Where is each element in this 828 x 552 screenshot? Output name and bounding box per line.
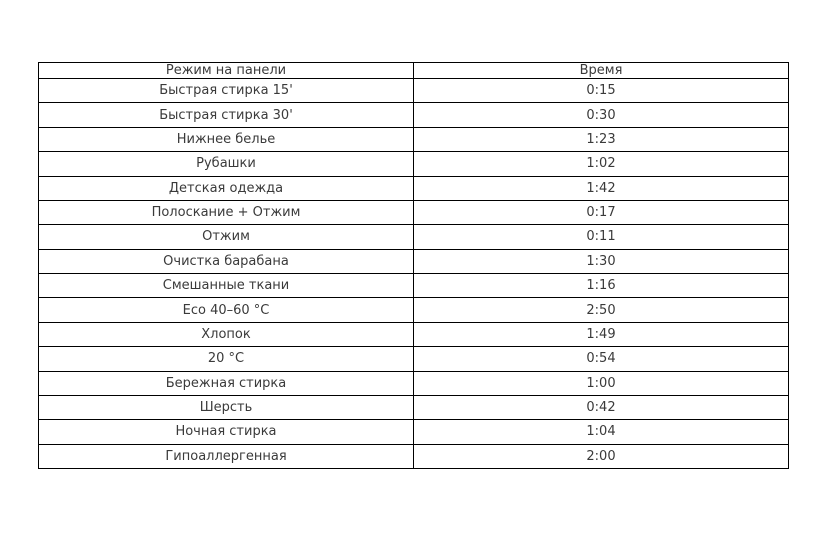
mode-cell: Быстрая стирка 30' xyxy=(38,102,414,128)
mode-cell: Полоскание + Отжим xyxy=(38,199,414,226)
table-row: Быстрая стирка 30' 0:30 xyxy=(38,102,789,128)
table-row: Ночная стирка 1:04 xyxy=(38,419,789,445)
time-cell: 2:50 xyxy=(413,297,789,323)
time-cell: 0:17 xyxy=(413,199,789,226)
table-row: Полоскание + Отжим 0:17 xyxy=(38,199,789,226)
header-row: Режим на панели Время xyxy=(38,62,789,79)
table-row: Отжим 0:11 xyxy=(38,224,789,250)
mode-cell: Бережная стирка xyxy=(38,370,414,396)
time-cell: 1:02 xyxy=(413,151,789,177)
time-cell: 1:42 xyxy=(413,175,789,201)
time-cell: 1:23 xyxy=(413,126,789,153)
time-cell: 2:00 xyxy=(413,443,789,470)
time-cell: 0:54 xyxy=(413,346,789,372)
mode-cell: Нижнее белье xyxy=(38,126,414,153)
table-row: Хлопок 1:49 xyxy=(38,321,789,348)
table-row: Бережная стирка 1:00 xyxy=(38,370,789,396)
table-row: Рубашки 1:02 xyxy=(38,151,789,177)
mode-cell: Гипоаллергенная xyxy=(38,443,414,470)
table-row: Eco 40–60 °C 2:50 xyxy=(38,297,789,323)
table-row: Детская одежда 1:42 xyxy=(38,175,789,201)
table-header: Режим на панели Время xyxy=(38,62,789,79)
mode-cell: Ночная стирка xyxy=(38,419,414,445)
column-header-time: Время xyxy=(413,62,789,79)
column-header-mode: Режим на панели xyxy=(38,62,414,79)
time-cell: 1:04 xyxy=(413,419,789,445)
mode-cell: Хлопок xyxy=(38,321,414,348)
table-row: Очистка барабана 1:30 xyxy=(38,248,789,275)
time-cell: 1:16 xyxy=(413,272,789,299)
table-row: Быстрая стирка 15' 0:15 xyxy=(38,77,789,104)
time-cell: 0:42 xyxy=(413,394,789,421)
mode-cell: Детская одежда xyxy=(38,175,414,201)
mode-cell: Очистка барабана xyxy=(38,248,414,275)
mode-cell: Eco 40–60 °C xyxy=(38,297,414,323)
time-cell: 0:11 xyxy=(413,224,789,250)
mode-cell: Смешанные ткани xyxy=(38,272,414,299)
mode-cell: Рубашки xyxy=(38,151,414,177)
mode-cell: 20 °C xyxy=(38,346,414,372)
table-row: 20 °C 0:54 xyxy=(38,346,789,372)
time-cell: 1:49 xyxy=(413,321,789,348)
time-cell: 1:30 xyxy=(413,248,789,275)
table-row: Шерсть 0:42 xyxy=(38,394,789,421)
table-body: Быстрая стирка 15' 0:15 Быстрая стирка 3… xyxy=(38,77,789,470)
table-row: Смешанные ткани 1:16 xyxy=(38,272,789,299)
table-row: Гипоаллергенная 2:00 xyxy=(38,443,789,470)
time-cell: 1:00 xyxy=(413,370,789,396)
mode-cell: Отжим xyxy=(38,224,414,250)
mode-cell: Шерсть xyxy=(38,394,414,421)
time-cell: 0:30 xyxy=(413,102,789,128)
wash-program-table: Режим на панели Время Быстрая стирка 15'… xyxy=(38,62,789,470)
mode-cell: Быстрая стирка 15' xyxy=(38,77,414,104)
time-cell: 0:15 xyxy=(413,77,789,104)
table-row: Нижнее белье 1:23 xyxy=(38,126,789,153)
